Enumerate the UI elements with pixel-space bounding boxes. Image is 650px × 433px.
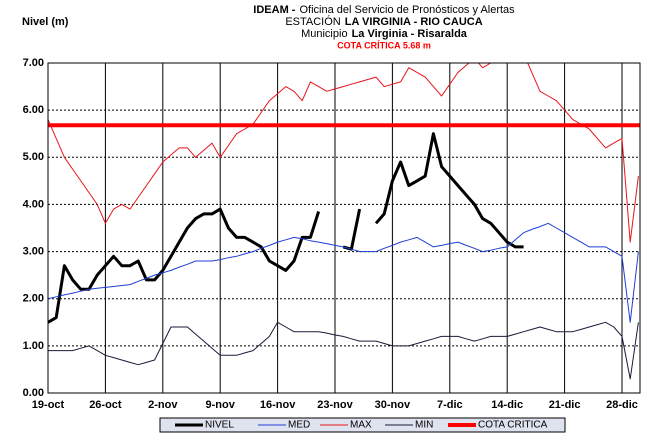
x-tick-label: 2-nov bbox=[148, 399, 178, 411]
y-tick-label: 6.00 bbox=[23, 104, 44, 116]
plot bbox=[48, 63, 640, 380]
legend-items: NIVEL MED MAX MIN COTA CRITICA bbox=[175, 420, 548, 431]
y-tick-label: 5.00 bbox=[23, 151, 44, 163]
series-line bbox=[48, 321, 639, 380]
y-axis-label: Nivel (m) bbox=[22, 16, 69, 28]
plot-border bbox=[47, 62, 641, 394]
legend bbox=[159, 417, 566, 433]
title-part: Oficina del Servicio de Pronósticos y Al… bbox=[299, 4, 515, 16]
subtitle-part: Municipio bbox=[301, 28, 347, 40]
x-tick-label: 21-dic bbox=[549, 399, 581, 411]
chart-title: IDEAM - Oficina del Servicio de Pronóstic… bbox=[253, 4, 515, 16]
x-tick-label: 28-dic bbox=[606, 399, 638, 411]
x-tick-label: 7-dic bbox=[437, 399, 463, 411]
subtitle-part: La Virginia - Risaralda bbox=[352, 28, 468, 40]
y-tick-label: 0.00 bbox=[23, 387, 44, 399]
legend-label: MAX bbox=[350, 420, 372, 431]
title-part: IDEAM - bbox=[253, 4, 296, 16]
series-line bbox=[48, 63, 639, 243]
subtitle: ESTACIÓN LA VIRGINIA - RIO CAUCA bbox=[285, 15, 482, 28]
axes: 0.00 1.00 2.00 3.00 4.00 5.00 6.00 7.00 19-oct 26… bbox=[23, 57, 638, 411]
series-line bbox=[48, 132, 524, 324]
y-tick-label: 3.00 bbox=[23, 245, 44, 257]
y-tick-label: 2.00 bbox=[23, 293, 44, 305]
legend-label: MIN bbox=[415, 420, 433, 431]
annotation: COTA CRÍTICA 5.68 m bbox=[337, 40, 431, 50]
series-line bbox=[48, 222, 639, 323]
x-tick-label: 30-nov bbox=[375, 399, 411, 411]
x-tick-label: 9-nov bbox=[206, 399, 236, 411]
x-tick-label: 19-oct bbox=[32, 399, 65, 411]
y-tick-label: 7.00 bbox=[23, 57, 44, 69]
legend-label: NIVEL bbox=[205, 420, 234, 431]
x-tick-label: 16-nov bbox=[260, 399, 296, 411]
x-tick-label: 14-dic bbox=[491, 399, 523, 411]
subtitle-part: ESTACIÓN bbox=[285, 15, 340, 28]
grid bbox=[47, 62, 640, 394]
x-tick-label: 26-oct bbox=[89, 399, 122, 411]
x-tick-label: 23-nov bbox=[317, 399, 353, 411]
subtitle-part: LA VIRGINIA - RIO CAUCA bbox=[345, 16, 483, 28]
subtitle: Municipio La Virginia - Risaralda bbox=[301, 28, 468, 40]
legend-label: COTA CRITICA bbox=[478, 420, 548, 431]
y-tick-label: 4.00 bbox=[23, 198, 44, 210]
y-tick-label: 1.00 bbox=[23, 340, 44, 352]
legend-label: MED bbox=[288, 420, 310, 431]
